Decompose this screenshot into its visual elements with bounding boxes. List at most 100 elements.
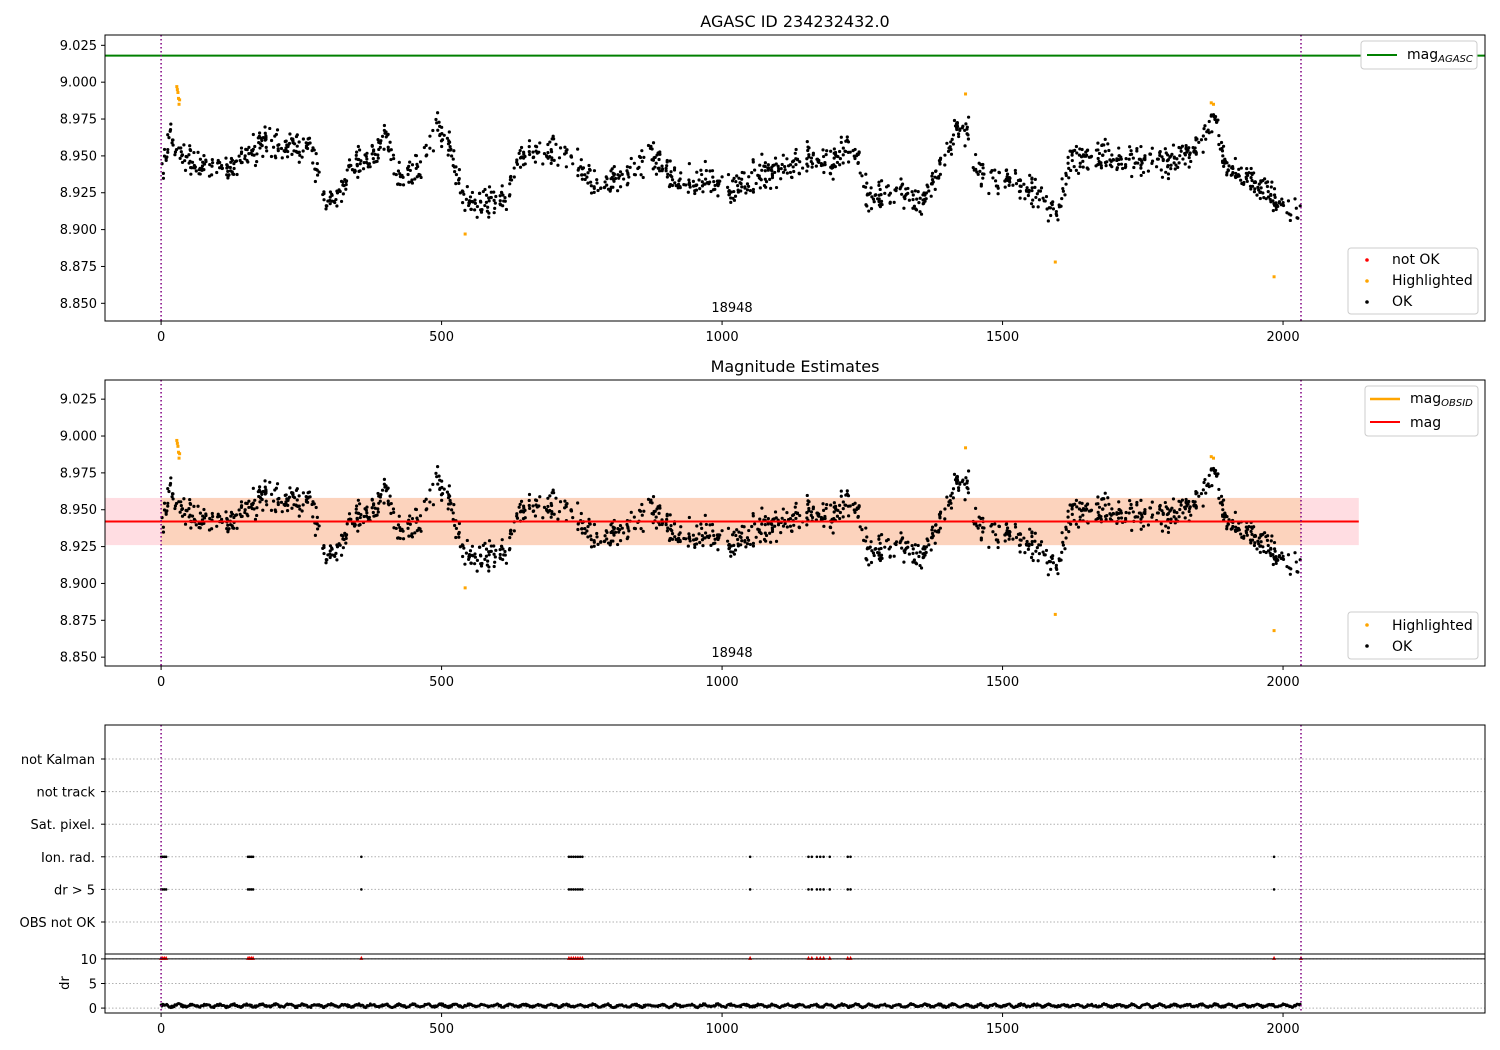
ok-point — [612, 179, 616, 183]
ok-point — [1007, 529, 1012, 534]
ok-point — [165, 509, 169, 513]
ok-point — [498, 202, 502, 206]
ok-point — [760, 506, 764, 510]
ok-point — [937, 530, 941, 534]
ok-point — [702, 182, 706, 186]
ok-point — [1245, 179, 1249, 184]
ok-point — [277, 143, 281, 147]
ok-point — [641, 529, 645, 533]
ok-point — [709, 189, 713, 194]
ok-point — [701, 190, 705, 194]
ok-point — [1150, 146, 1154, 150]
ok-point — [1233, 156, 1237, 161]
ok-point — [415, 529, 419, 533]
ok-point — [1007, 537, 1011, 541]
ok-point — [219, 517, 224, 521]
ok-point — [367, 515, 371, 520]
ok-point — [414, 166, 418, 171]
ok-point — [234, 159, 239, 163]
ok-point — [1199, 491, 1204, 496]
ok-point — [982, 172, 986, 176]
ok-point — [182, 143, 186, 147]
ok-point — [930, 178, 935, 182]
ok-point — [785, 157, 789, 161]
ok-point — [1124, 164, 1128, 169]
ok-point — [244, 501, 248, 505]
ok-point — [386, 145, 390, 149]
ok-point — [357, 169, 361, 173]
ok-point — [500, 184, 504, 188]
ok-point — [821, 502, 825, 506]
ok-point — [1189, 513, 1193, 517]
ok-point — [651, 158, 656, 162]
ok-point — [253, 163, 258, 168]
ok-point — [740, 531, 744, 535]
ok-point — [1166, 172, 1171, 176]
ok-point — [899, 177, 903, 181]
flag-point — [164, 888, 168, 891]
ok-point — [247, 499, 251, 503]
ok-point — [841, 153, 845, 157]
ok-point — [557, 510, 562, 514]
ok-point — [1028, 527, 1032, 531]
ok-point — [229, 510, 234, 514]
ok-point — [651, 495, 656, 499]
ok-point — [931, 534, 935, 538]
ok-point — [311, 161, 315, 165]
ok-point — [730, 179, 735, 183]
ok-point — [1078, 515, 1082, 519]
ok-point — [966, 133, 970, 137]
ok-point — [989, 170, 993, 174]
ok-point — [930, 531, 935, 536]
ok-point — [1070, 507, 1074, 511]
ok-point — [860, 528, 864, 532]
ok-point — [275, 128, 280, 132]
ok-point — [1030, 542, 1034, 547]
ok-point — [527, 503, 531, 508]
ok-point — [168, 129, 172, 133]
ok-point — [715, 536, 720, 540]
ok-point — [1061, 186, 1065, 191]
ok-point — [1277, 555, 1281, 559]
ok-point — [187, 161, 191, 165]
ok-point — [688, 185, 692, 189]
ok-point — [537, 150, 541, 154]
ok-point — [208, 516, 212, 521]
ok-point — [185, 509, 189, 513]
ok-point — [732, 543, 736, 547]
ok-point — [586, 171, 590, 175]
ok-point — [708, 169, 712, 173]
ok-point — [841, 507, 845, 511]
ok-point — [279, 500, 284, 504]
ok-point — [576, 522, 580, 526]
ok-point — [1096, 516, 1100, 521]
ok-point — [229, 514, 233, 518]
ok-point — [841, 515, 845, 519]
ok-point — [1130, 174, 1134, 179]
ok-point — [888, 555, 892, 559]
ok-point — [167, 489, 171, 494]
ok-point — [884, 185, 889, 189]
ok-point — [700, 526, 704, 530]
ok-point — [832, 510, 836, 514]
x-tick-label: 2000 — [1267, 1022, 1300, 1037]
ok-point — [1030, 177, 1034, 181]
ok-point — [232, 162, 236, 166]
ok-point — [789, 529, 794, 533]
ok-point — [729, 554, 733, 558]
ok-point — [408, 160, 412, 164]
ok-point — [610, 167, 614, 171]
ok-point — [1066, 509, 1070, 513]
ok-point — [615, 189, 620, 193]
ok-point — [356, 529, 360, 533]
ok-point — [297, 140, 301, 144]
ok-point — [1244, 177, 1249, 181]
ok-point — [1119, 157, 1123, 161]
ok-point — [1046, 573, 1050, 577]
flag-point — [846, 888, 850, 891]
ok-point — [1069, 522, 1073, 526]
ok-point — [1107, 148, 1111, 153]
ok-point — [1237, 167, 1241, 171]
ok-point — [457, 181, 461, 185]
ok-point — [1033, 177, 1037, 182]
